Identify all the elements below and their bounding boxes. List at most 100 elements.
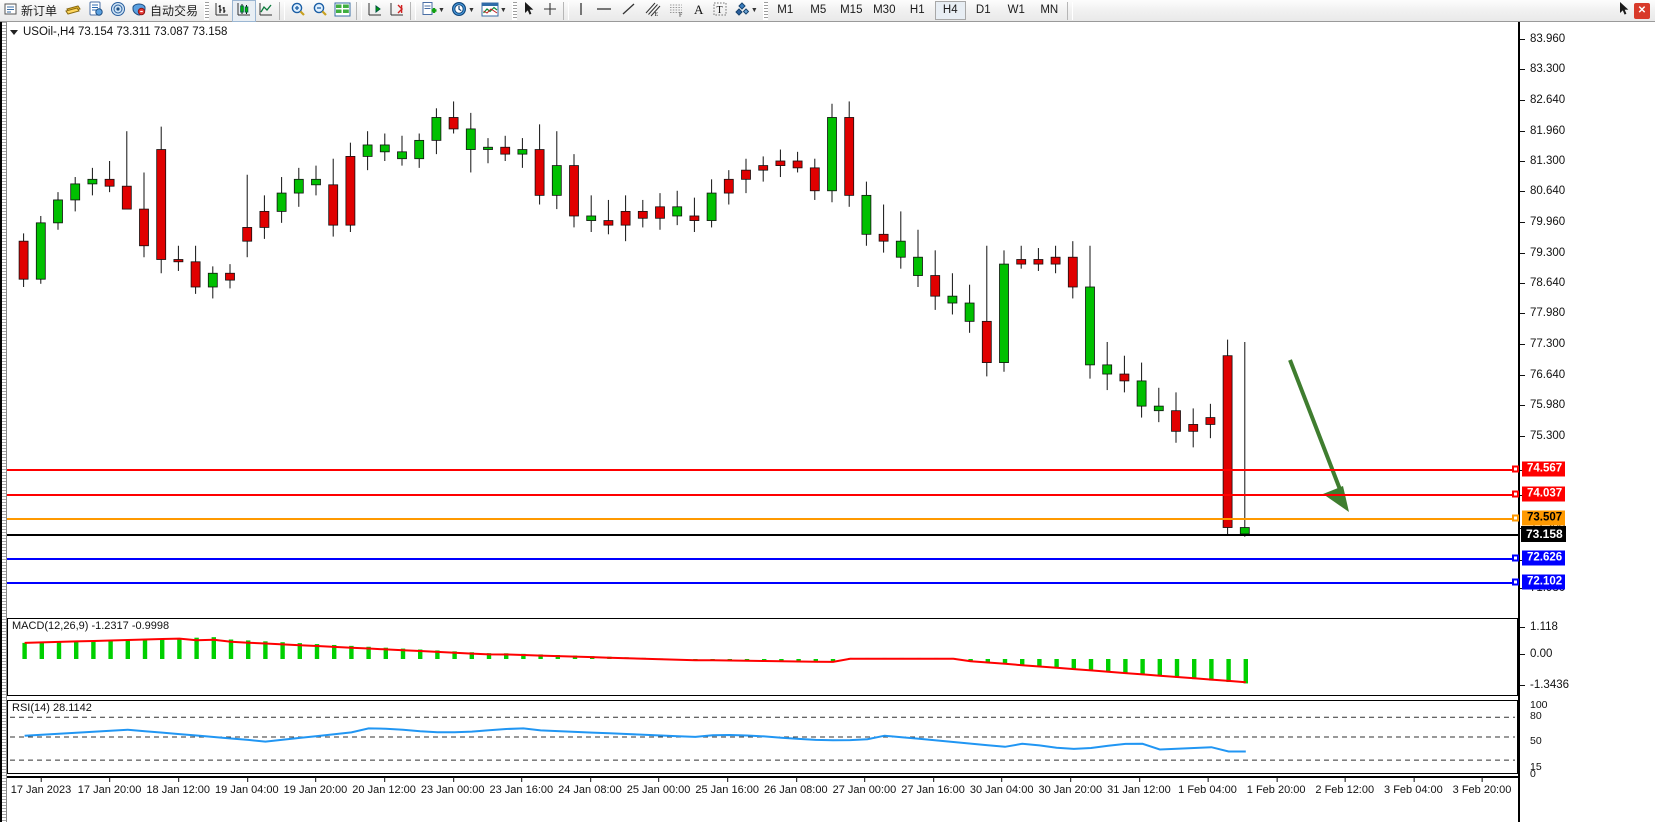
new-order-label: 新订单 <box>21 4 58 18</box>
line-chart-button[interactable] <box>255 1 277 21</box>
svg-text:E: E <box>654 12 658 17</box>
text-button[interactable]: A <box>689 1 709 21</box>
trendline-button[interactable] <box>617 1 641 21</box>
crosshair-button[interactable] <box>539 1 561 21</box>
timeframe-h4[interactable]: H4 <box>934 1 966 20</box>
window-close-button[interactable]: ✕ <box>1634 2 1650 19</box>
time-tick-label: 3 Feb 20:00 <box>1452 777 1512 796</box>
chart-shift-button[interactable] <box>364 1 386 21</box>
fibonacci-icon: F <box>668 1 686 20</box>
bar-chart-icon <box>214 1 230 20</box>
timeframe-m30[interactable]: M30 <box>873 4 896 16</box>
timeframe-w1[interactable]: W1 <box>1007 4 1025 16</box>
vertical-line-button[interactable] <box>571 1 591 21</box>
order-level-72626-tag[interactable]: 72.626 <box>1522 550 1566 566</box>
toolbar-grip-charts[interactable] <box>204 1 210 20</box>
timeframe-h1[interactable]: H1 <box>909 4 925 16</box>
add-indicator-caret-icon[interactable]: ▼ <box>438 7 445 14</box>
period-button[interactable]: ▼ <box>448 1 478 21</box>
fibonacci-button[interactable]: F <box>665 1 689 21</box>
price-tick-mark <box>1520 374 1525 376</box>
order-level-74037-tag[interactable]: 74.037 <box>1522 486 1566 502</box>
down-arrow-annotation[interactable] <box>7 24 1518 610</box>
take-profit-or-order-level-74567-tag[interactable]: 74.567 <box>1522 461 1566 477</box>
price-tick-mark <box>1520 69 1525 71</box>
order-level-72102-tag[interactable]: 72.102 <box>1522 574 1566 590</box>
rsi-pane[interactable]: RSI(14) 28.1142 <box>7 700 1518 774</box>
price-tick: 78.640 <box>1530 276 1566 289</box>
auto-trading-button[interactable]: 自动交易 <box>129 1 202 21</box>
macd-pane[interactable]: MACD(12,26,9) -1.2317 -0.9998 <box>7 618 1518 696</box>
time-tick-label: 17 Jan 2023 <box>10 777 72 796</box>
timeframe-d1[interactable]: D1 <box>975 4 991 16</box>
time-tick-label: 2 Feb 12:00 <box>1315 777 1375 796</box>
cursor-icon <box>522 1 536 20</box>
time-tick-label: 1 Feb 20:00 <box>1246 777 1306 796</box>
timeframe-m5[interactable]: M5 <box>810 4 827 16</box>
timeframe-mn[interactable]: MN <box>1040 4 1059 16</box>
macd-tick: -1.3436 <box>1530 679 1570 691</box>
svg-text:F: F <box>679 13 683 18</box>
timeframe-m15[interactable]: M15 <box>840 4 863 16</box>
objects-button[interactable]: ▼ <box>731 1 761 21</box>
close-icon: ✕ <box>1637 5 1647 16</box>
horizontal-line-button[interactable] <box>591 1 617 21</box>
price-axis[interactable]: 83.960 83.300 82.640 81.960 81.300 80.640 79.9… <box>1518 22 1655 822</box>
cursor-arrow-icon <box>1617 1 1631 20</box>
price-tick: 77.300 <box>1530 338 1566 351</box>
text-label-button[interactable]: T <box>709 1 731 21</box>
chart-menu-triangle-icon[interactable] <box>10 29 18 35</box>
bar-chart-button[interactable] <box>211 1 233 21</box>
add-indicator-icon <box>421 1 437 20</box>
timeframe-m1[interactable]: M1 <box>777 4 794 16</box>
templates-button[interactable]: ▼ <box>478 1 510 21</box>
timeframe-group: M1 M5 M15 M30 H1 H4 D1 W1 MN <box>770 1 1065 20</box>
templates-caret-icon[interactable]: ▼ <box>499 7 507 14</box>
zoom-in-button[interactable] <box>287 1 309 21</box>
price-tick: 75.300 <box>1530 429 1566 442</box>
svg-text:A: A <box>694 2 704 17</box>
price-pane[interactable] <box>7 24 1519 610</box>
price-tick-mark <box>1520 313 1525 315</box>
candlestick-chart-icon <box>236 1 252 20</box>
add-indicator-button[interactable]: ▼ <box>418 1 448 21</box>
order-level-73507-tag[interactable]: 73.507 <box>1522 510 1566 526</box>
price-tick-mark <box>1520 435 1525 437</box>
toolbar-grip-timeframes[interactable] <box>762 1 768 20</box>
terminal-button[interactable] <box>85 1 107 21</box>
macd-tick: 0.00 <box>1530 648 1553 660</box>
price-tick: 81.960 <box>1530 124 1566 137</box>
rsi-label: RSI(14) 28.1142 <box>12 702 92 714</box>
rsi-tick: 50 <box>1530 735 1542 747</box>
zoom-out-button[interactable] <box>309 1 331 21</box>
new-order-button[interactable]: 新订单 <box>2 1 61 21</box>
gold-bars-button[interactable] <box>61 1 85 21</box>
chart-frame: USOil-,H4 73.154 73.311 73.087 73.158 MA… <box>0 22 1655 822</box>
pointer-right-icon-button[interactable] <box>1614 1 1634 21</box>
auto-scroll-button[interactable] <box>386 1 408 21</box>
chart-left-gutter[interactable] <box>2 22 7 822</box>
rsi-series <box>10 716 1515 761</box>
candlestick-chart-button[interactable] <box>232 0 257 22</box>
price-tick: 81.300 <box>1530 154 1566 167</box>
auto-trading-label: 自动交易 <box>150 4 199 18</box>
time-tick-label: 30 Jan 20:00 <box>1038 777 1103 796</box>
time-tick-label: 1 Feb 04:00 <box>1178 777 1237 796</box>
macd-tick-mark <box>1520 627 1525 628</box>
period-caret-icon[interactable]: ▼ <box>467 7 475 14</box>
time-tick-label: 19 Jan 04:00 <box>215 777 279 796</box>
autotrading-shield-icon <box>131 1 147 20</box>
equidistant-channel-button[interactable]: E <box>641 1 665 21</box>
time-tick-label: 31 Jan 12:00 <box>1107 777 1171 796</box>
time-axis[interactable]: 17 Jan 2023 17 Jan 20:00 18 Jan 12:00 19 Ja… <box>7 776 1518 822</box>
price-tick-mark <box>1520 39 1525 41</box>
price-tick-mark <box>1520 344 1525 346</box>
cursor-button[interactable] <box>519 1 539 21</box>
signals-button[interactable] <box>107 1 129 21</box>
objects-caret-icon[interactable]: ▼ <box>750 7 758 14</box>
period-clock-icon <box>451 1 467 20</box>
equidistant-channel-icon: E <box>644 1 662 20</box>
toolbar-grip-tools[interactable] <box>511 1 517 20</box>
data-window-button[interactable] <box>331 1 354 21</box>
